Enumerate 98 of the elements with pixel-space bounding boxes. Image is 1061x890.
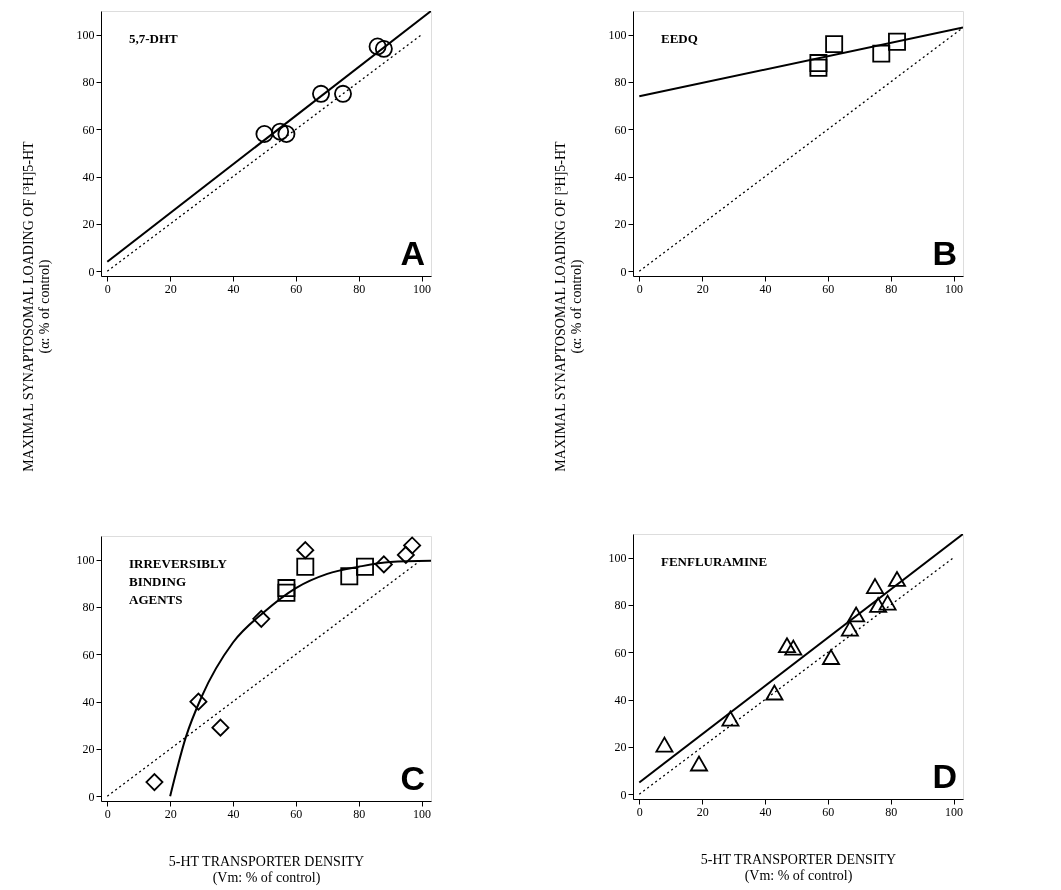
y-tick-label: 0 [620,264,627,279]
x-tick-label: 80 [885,804,898,819]
x-axis-title: 5-HT TRANSPORTER DENSITY (Vm: % of control) [700,851,897,884]
y-tick-label: 20 [82,742,95,757]
x-tick-label: 20 [696,281,709,296]
point [765,684,784,701]
annotation: EEDQ [661,31,698,46]
x-tick-label: 100 [945,804,964,819]
point [809,54,828,73]
x-axis-title: 5-HT TRANSPORTER DENSITY (Vm: % of control) [168,853,365,886]
y-tick-label: 20 [82,217,95,232]
point [872,44,891,63]
point [822,649,840,665]
point [277,579,296,598]
x-tick-label: 80 [353,281,366,296]
y-tick-label: 100 [608,551,627,566]
point [145,773,164,792]
y-axis-title: MAXIMAL SYNAPTOSOMAL LOADING OF [³H]5-HT (α: % of control) [20,140,53,472]
point [189,692,208,711]
x-tick-label: 0 [104,806,111,821]
y-tick-label: 80 [614,598,627,613]
x-tick-label: 60 [290,806,303,821]
point [340,567,359,586]
point [211,718,230,737]
point [277,583,296,602]
point [396,545,415,564]
x-tick-label: 20 [696,804,709,819]
x-tick-label: 80 [353,806,366,821]
x-tick-label: 100 [413,806,432,821]
point [334,84,352,103]
point [255,125,274,143]
point [809,58,828,77]
point [840,620,859,637]
annotation: D [932,757,957,795]
annotation: 5,7-DHT [129,31,179,46]
point [888,571,906,587]
x-tick-label: 60 [290,281,303,296]
x-tick-label: 100 [945,281,964,296]
y-tick-label: 40 [82,695,95,710]
point [277,125,296,143]
y-tick-label: 40 [614,170,627,185]
point [778,637,796,654]
annotation: C [400,759,425,797]
y-tick-label: 40 [82,170,95,185]
point [368,37,387,56]
y-tick-label: 80 [82,600,95,615]
y-tick-label: 20 [614,740,627,755]
y-tick-label: 100 [608,28,627,43]
y-tick-label: 60 [82,647,95,662]
point [866,578,884,594]
y-tick-label: 80 [82,75,95,90]
point [296,557,315,576]
point [655,736,674,753]
y-tick-label: 60 [614,122,627,137]
point [271,122,290,141]
point [252,609,271,628]
x-tick-label: 60 [822,281,835,296]
point [374,39,393,58]
annotation: IRREVERSIBLY BINDING AGENTS [129,556,228,607]
x-tick-label: 80 [885,281,898,296]
point [869,597,888,613]
point [888,32,906,51]
y-tick-label: 100 [76,553,95,568]
point [356,557,374,576]
annotation: B [932,234,957,272]
x-tick-label: 40 [759,804,772,819]
y-tick-label: 80 [614,75,627,90]
point [847,606,866,623]
x-tick-label: 0 [636,804,643,819]
x-tick-label: 40 [227,281,240,296]
x-tick-label: 100 [413,281,432,296]
y-tick-label: 20 [614,217,627,232]
y-axis-title: MAXIMAL SYNAPTOSOMAL LOADING OF [³H]5-HT (α: % of control) [552,140,585,472]
x-tick-label: 20 [164,806,177,821]
annotation: A [400,234,425,272]
point [296,541,315,560]
annotation: FENFLURAMINE [661,554,768,569]
x-tick-label: 0 [636,281,643,296]
point [721,710,740,727]
point [312,84,330,103]
point [690,755,708,772]
y-tick-label: 40 [614,693,627,708]
y-tick-label: 60 [614,645,627,660]
x-tick-label: 0 [104,281,111,296]
y-tick-label: 0 [88,789,95,804]
point [374,555,393,574]
y-tick-label: 0 [88,264,95,279]
point [784,639,803,656]
y-tick-label: 100 [76,28,95,43]
x-tick-label: 40 [759,281,772,296]
point [878,594,897,611]
point [825,35,844,54]
x-tick-label: 60 [822,804,835,819]
point [403,536,422,555]
y-tick-label: 60 [82,122,95,137]
y-tick-label: 0 [620,787,627,802]
x-tick-label: 40 [227,806,240,821]
x-tick-label: 20 [164,281,177,296]
